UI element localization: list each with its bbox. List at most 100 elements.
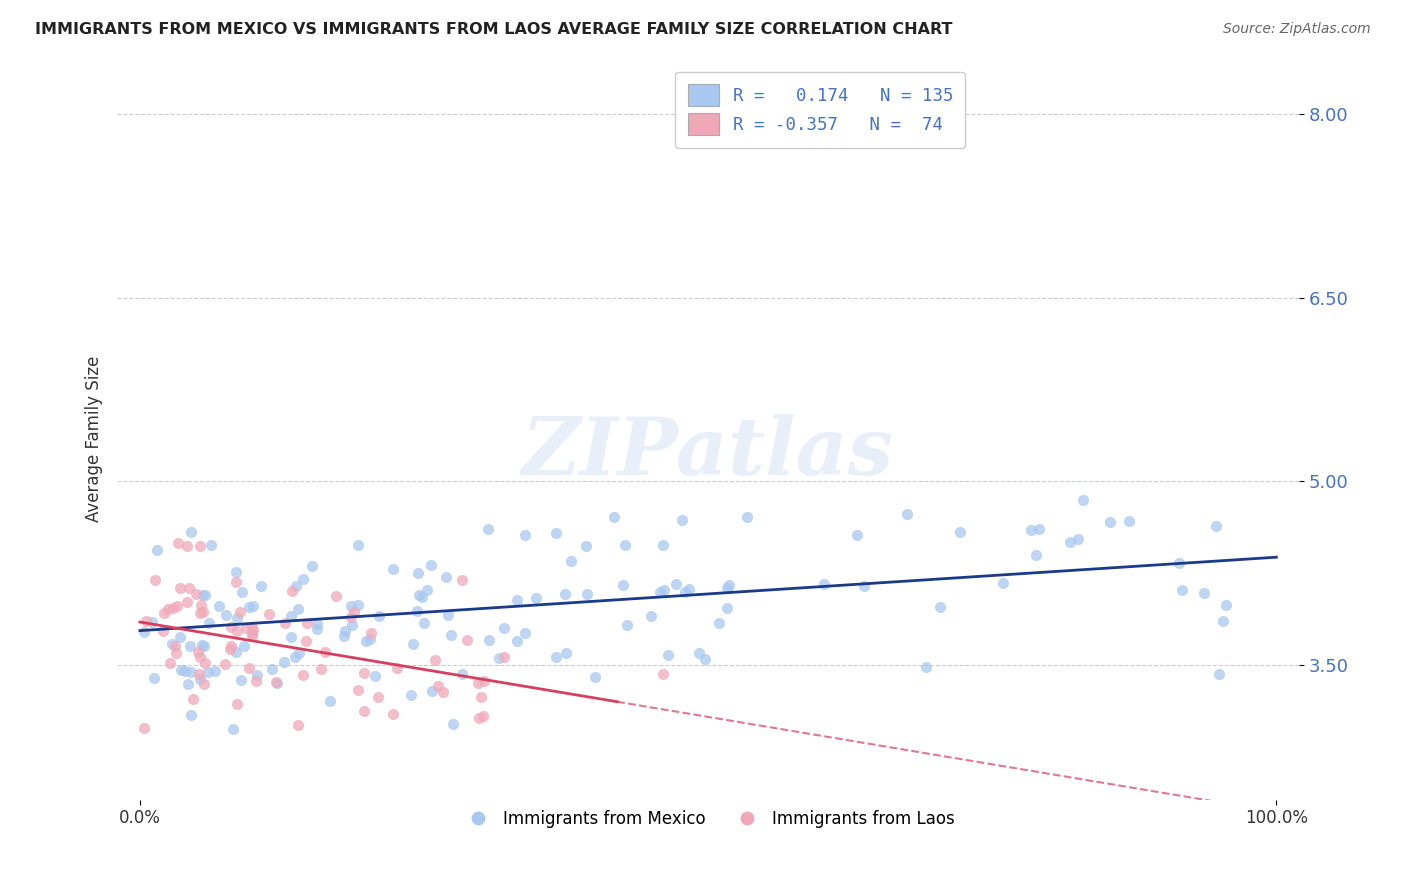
- Point: [335, 624, 357, 638]
- Point: [385, 661, 408, 675]
- Point: [163, 639, 186, 653]
- Point: [291, 572, 314, 586]
- Point: [381, 706, 404, 721]
- Point: [673, 585, 696, 599]
- Point: [152, 624, 174, 638]
- Point: [198, 616, 221, 631]
- Point: [145, 542, 167, 557]
- Point: [225, 698, 247, 712]
- Point: [472, 709, 495, 723]
- Point: [813, 576, 835, 591]
- Point: [929, 599, 952, 614]
- Point: [657, 648, 679, 662]
- Point: [456, 633, 478, 648]
- Point: [184, 587, 207, 601]
- Point: [437, 608, 460, 623]
- Point: [544, 526, 567, 541]
- Point: [292, 668, 315, 682]
- Point: [166, 599, 188, 614]
- Point: [693, 652, 716, 666]
- Point: [515, 626, 537, 640]
- Point: [1167, 556, 1189, 570]
- Point: [467, 675, 489, 690]
- Point: [142, 671, 165, 685]
- Point: [477, 522, 499, 536]
- Point: [333, 629, 356, 643]
- Point: [245, 674, 267, 689]
- Point: [229, 673, 252, 688]
- Point: [381, 562, 404, 576]
- Point: [219, 642, 242, 657]
- Point: [187, 666, 209, 681]
- Point: [340, 617, 363, 632]
- Point: [616, 617, 638, 632]
- Point: [648, 585, 671, 599]
- Point: [340, 599, 363, 613]
- Point: [134, 624, 156, 639]
- Point: [215, 608, 238, 623]
- Point: [399, 688, 422, 702]
- Point: [1098, 515, 1121, 529]
- Point: [193, 588, 215, 602]
- Point: [325, 589, 347, 603]
- Point: [346, 598, 368, 612]
- Point: [420, 684, 443, 698]
- Point: [411, 591, 433, 605]
- Point: [242, 623, 264, 637]
- Point: [406, 604, 429, 618]
- Point: [513, 528, 536, 542]
- Point: [169, 581, 191, 595]
- Point: [193, 677, 215, 691]
- Point: [506, 633, 529, 648]
- Point: [914, 660, 936, 674]
- Point: [132, 722, 155, 736]
- Point: [173, 664, 195, 678]
- Point: [169, 630, 191, 644]
- Point: [406, 566, 429, 581]
- Point: [451, 573, 474, 587]
- Point: [238, 661, 260, 675]
- Point: [707, 615, 730, 630]
- Point: [229, 606, 252, 620]
- Point: [191, 605, 214, 619]
- Point: [420, 558, 443, 572]
- Point: [242, 599, 264, 613]
- Point: [159, 656, 181, 670]
- Point: [143, 573, 166, 587]
- Point: [135, 614, 157, 628]
- Point: [180, 524, 202, 539]
- Point: [200, 538, 222, 552]
- Point: [896, 507, 918, 521]
- Point: [367, 690, 389, 704]
- Point: [240, 619, 263, 633]
- Point: [671, 513, 693, 527]
- Point: [153, 606, 176, 620]
- Point: [1028, 522, 1050, 536]
- Point: [225, 645, 247, 659]
- Point: [991, 575, 1014, 590]
- Point: [575, 539, 598, 553]
- Point: [555, 646, 578, 660]
- Point: [408, 588, 430, 602]
- Point: [246, 668, 269, 682]
- Point: [554, 587, 576, 601]
- Point: [314, 645, 336, 659]
- Point: [287, 601, 309, 615]
- Point: [193, 639, 215, 653]
- Point: [190, 638, 212, 652]
- Point: [225, 565, 247, 579]
- Point: [235, 621, 257, 635]
- Point: [359, 632, 381, 646]
- Point: [340, 610, 363, 624]
- Point: [170, 663, 193, 677]
- Point: [612, 578, 634, 592]
- Point: [288, 646, 311, 660]
- Text: IMMIGRANTS FROM MEXICO VS IMMIGRANTS FROM LAOS AVERAGE FAMILY SIZE CORRELATION C: IMMIGRANTS FROM MEXICO VS IMMIGRANTS FRO…: [35, 22, 953, 37]
- Point: [226, 611, 249, 625]
- Point: [583, 670, 606, 684]
- Point: [651, 538, 673, 552]
- Point: [266, 675, 288, 690]
- Point: [190, 598, 212, 612]
- Point: [652, 583, 675, 598]
- Point: [305, 622, 328, 636]
